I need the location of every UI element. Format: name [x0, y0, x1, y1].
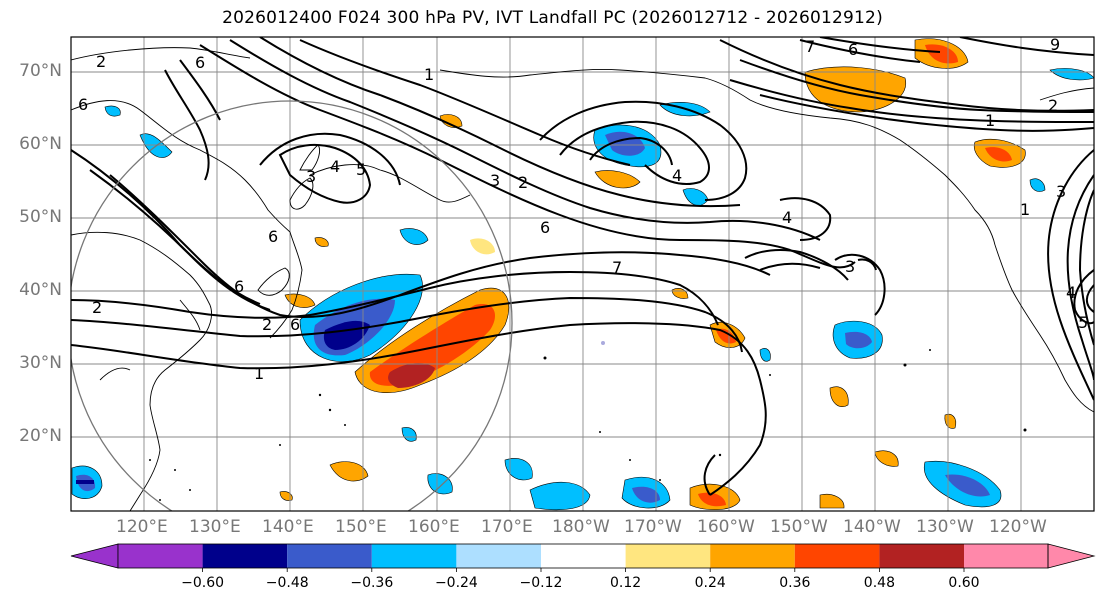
colorbar-segment: [118, 544, 203, 568]
region-circle: [71, 100, 513, 511]
lon-label: 160°E: [408, 517, 460, 537]
contour-label: 3: [490, 171, 500, 190]
lat-label-50n: 50°N: [19, 207, 62, 227]
lon-label: 140°E: [262, 517, 314, 537]
graticule: [71, 37, 1094, 511]
lat-label-20n: 20°N: [19, 426, 62, 446]
lat-label-70n: 70°N: [19, 61, 62, 81]
contour-label: 6: [195, 53, 205, 72]
contour-label: 3: [306, 167, 316, 186]
map-frame: [70, 36, 1095, 512]
colorbar-tick-label: −0.36: [350, 575, 394, 591]
contour-label: 4: [330, 157, 340, 176]
colorbar-tick-label: −0.60: [181, 575, 225, 591]
contour-label: 1: [985, 111, 995, 130]
contour-label: 2: [96, 52, 106, 71]
lat-label-60n: 60°N: [19, 134, 62, 154]
colorbar-tick-label: 0.24: [694, 575, 726, 591]
contour-label: 5: [1078, 313, 1088, 332]
colorbar-segment: [456, 544, 541, 568]
colorbar-tick-label: 0.12: [610, 575, 642, 591]
center-marker: [601, 341, 605, 345]
lon-label: 170°E: [481, 517, 533, 537]
colorbar-tick-label: 0.48: [863, 575, 895, 591]
contour-label: 9: [1050, 35, 1060, 54]
lon-label: 160°W: [697, 517, 755, 537]
pv-contours: [71, 37, 1094, 496]
lon-label: 170°W: [624, 517, 682, 537]
contour-label: 1: [424, 65, 434, 84]
lon-label: 120°E: [116, 517, 168, 537]
colorbar-segment: [202, 544, 288, 568]
contour-label: 2: [1048, 96, 1058, 115]
lon-label: 150°E: [335, 517, 387, 537]
colorbar-tick-label: −0.48: [265, 575, 309, 591]
contour-label: 6: [540, 218, 550, 237]
contour-label: 2: [262, 315, 272, 334]
colorbar-extend-right: [1047, 543, 1096, 569]
contour-label: 6: [848, 40, 858, 59]
colorbar-segment: [541, 544, 626, 568]
contour-label: 2: [518, 173, 528, 192]
islands: [149, 349, 1027, 501]
lon-label: 150°W: [770, 517, 828, 537]
colorbar-tick-label: −0.12: [519, 575, 563, 591]
colorbar-tick-label: 0.36: [779, 575, 811, 591]
lon-label: 130°E: [189, 517, 241, 537]
lon-label: 140°W: [843, 517, 901, 537]
colorbar-segment: [794, 544, 880, 568]
contour-label: 2: [92, 298, 102, 317]
figure-title: 2026012400 F024 300 hPa PV, IVT Landfall…: [222, 8, 883, 28]
contour-label: 1: [254, 364, 264, 383]
contour-label: 5: [356, 160, 366, 179]
contour-label: 6: [234, 277, 244, 296]
lon-label: 120°W: [989, 517, 1047, 537]
colorbar-segment: [371, 544, 457, 568]
colorbar-segment: [879, 544, 964, 568]
contour-label: 1: [1020, 200, 1030, 219]
colorbar-segment: [964, 544, 1048, 568]
lat-label-40n: 40°N: [19, 280, 62, 300]
contour-label: 7: [805, 37, 815, 56]
colorbar-extend-left: [70, 543, 119, 569]
lon-label: 180°W: [552, 517, 610, 537]
map-area: 2 6 1 7 6 6 1 3 5 3 4 3 2 4 6 7 4 3 2 6 …: [71, 35, 1094, 511]
lat-label-30n: 30°N: [19, 353, 62, 373]
colorbar: [70, 543, 1096, 572]
contour-label: 7: [612, 258, 622, 277]
colorbar-segment: [710, 544, 795, 568]
contour-labels: 2 6 1 7 6 6 1 3 5 3 4 3 2 4 6 7 4 3 2 6 …: [78, 35, 1088, 383]
contour-label: 3: [1056, 182, 1066, 201]
colorbar-tick-label: −0.24: [434, 575, 478, 591]
contour-label: 6: [78, 95, 88, 114]
positive-anomaly-areas: [279, 38, 1026, 510]
colorbar-tick-label: 0.60: [948, 575, 980, 591]
contour-label: 4: [1066, 283, 1076, 302]
contour-label: 6: [268, 227, 278, 246]
contour-label: 6: [290, 315, 300, 334]
lon-label: 130°W: [916, 517, 974, 537]
contour-label: 3: [845, 257, 855, 276]
contour-label: 4: [782, 208, 792, 227]
coastlines: [71, 47, 1094, 511]
contour-label: 4: [672, 166, 682, 185]
colorbar-segment: [625, 544, 711, 568]
colorbar-segment: [287, 544, 372, 568]
